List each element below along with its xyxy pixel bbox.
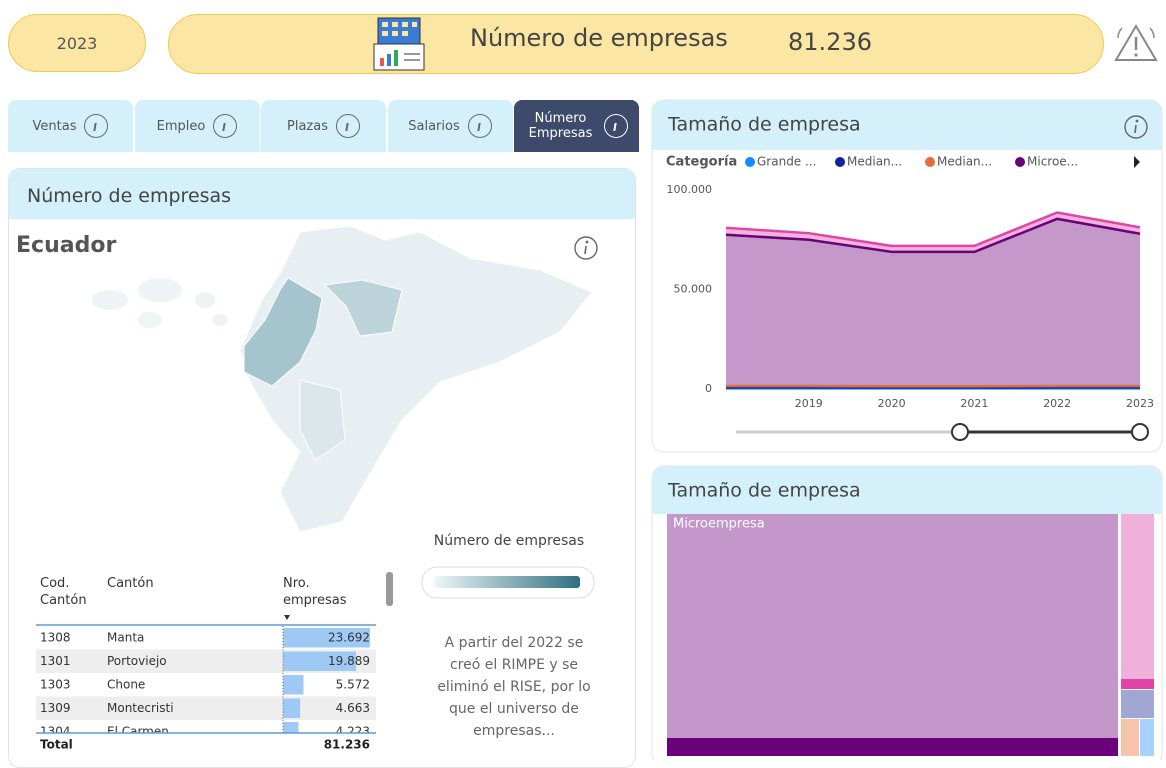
y-tick-label: 0 xyxy=(705,382,712,395)
note-line: que el universo de xyxy=(449,701,579,717)
cell-code: 1308 xyxy=(40,631,71,645)
legend-marker xyxy=(925,157,935,167)
total-label: Total xyxy=(40,738,73,752)
legend-title: Categoría xyxy=(666,155,737,170)
data-bar xyxy=(283,699,300,719)
data-bar xyxy=(283,675,303,695)
legend-marker xyxy=(835,157,845,167)
cell-value: 5.572 xyxy=(336,678,370,692)
legend-marker xyxy=(745,157,755,167)
column-header: Cod. Cantón xyxy=(40,575,100,609)
column-header: Cantón xyxy=(107,575,167,592)
scrollbar[interactable] xyxy=(386,572,393,606)
table-body: 1308 Manta 23.692 1301 Portoviejo 19.889 1303 C… xyxy=(36,626,376,744)
data-bar xyxy=(283,722,299,742)
cell-value: 4.663 xyxy=(336,701,370,715)
treemap-title: Tamaño de empresa xyxy=(667,480,861,502)
note-line: empresas... xyxy=(473,723,555,739)
slider-handle[interactable] xyxy=(1132,424,1148,440)
column-header: Nro. empresas xyxy=(283,575,363,609)
slider-handle[interactable] xyxy=(952,424,968,440)
cell-value: 23.692 xyxy=(328,631,370,645)
map-legend-title: Número de empresas xyxy=(434,533,584,549)
area-title: Tamaño de empresa xyxy=(667,114,861,136)
cell-code: 1309 xyxy=(40,701,71,715)
cell-value: 19.889 xyxy=(328,654,370,668)
treemap[interactable] xyxy=(667,514,1154,756)
note: A partir del 2022 se creó el RIMPE y se el… xyxy=(437,635,590,739)
x-tick-label: 2023 xyxy=(1126,397,1154,410)
cell-code: 1304 xyxy=(40,725,71,739)
cell-canton: Portoviejo xyxy=(107,654,167,668)
legend-marker xyxy=(1015,157,1025,167)
legend-label: Microe... xyxy=(1027,155,1078,169)
cell-code: 1301 xyxy=(40,654,71,668)
y-tick-label: 50.000 xyxy=(674,283,713,296)
legend-label: Median... xyxy=(847,155,902,169)
legend-label: Grande ... xyxy=(757,155,816,169)
cell-canton: El Carmen xyxy=(107,725,169,739)
cell-value: 4.223 xyxy=(336,725,370,739)
map-legend-gradient xyxy=(434,576,580,588)
x-tick-label: 2021 xyxy=(960,397,988,410)
cell-canton: Montecristi xyxy=(107,701,174,715)
info-icon[interactable] xyxy=(575,237,597,259)
note-line: creó el RIMPE y se xyxy=(450,657,578,673)
x-tick-label: 2019 xyxy=(795,397,823,410)
legend-label: Median... xyxy=(937,155,992,169)
cell-canton: Manta xyxy=(107,631,144,645)
cell-canton: Chone xyxy=(107,678,145,692)
total-value: 81.236 xyxy=(324,738,370,752)
map[interactable] xyxy=(92,226,592,532)
treemap-label: Microempresa xyxy=(673,517,765,532)
note-line: eliminó el RISE, por lo xyxy=(437,679,590,695)
x-tick-label: 2020 xyxy=(878,397,906,410)
x-tick-label: 2022 xyxy=(1043,397,1071,410)
sort-arrow xyxy=(284,615,290,620)
row-bg xyxy=(36,697,376,721)
y-tick-label: 100.000 xyxy=(667,183,713,196)
cell-code: 1303 xyxy=(40,678,71,692)
note-line: A partir del 2022 se xyxy=(445,635,584,651)
